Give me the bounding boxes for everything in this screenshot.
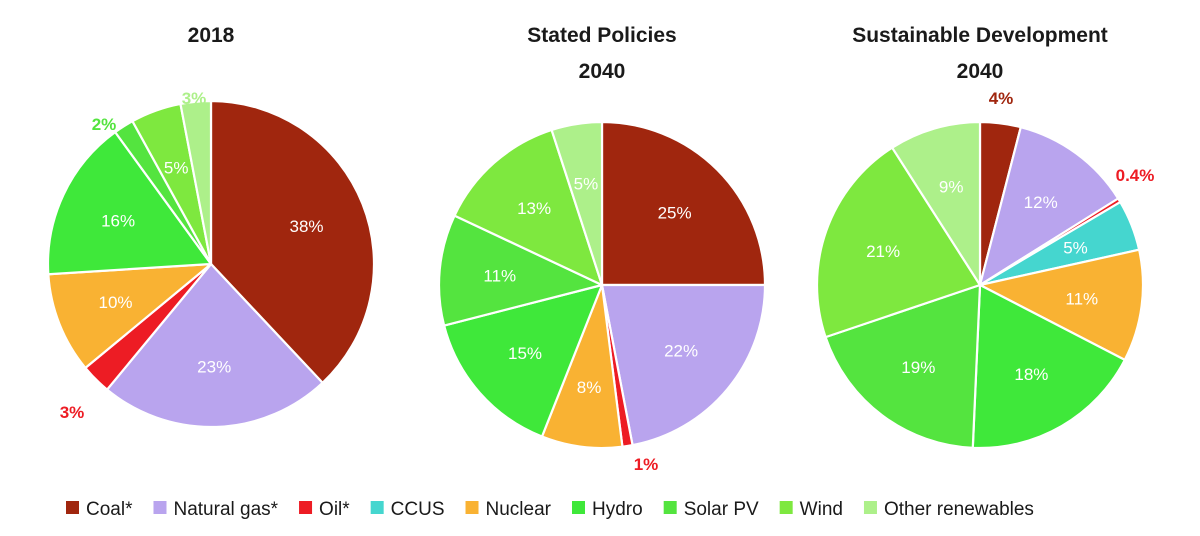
slice-value-label-outside: 3% bbox=[60, 403, 85, 422]
pie-slice-other-renewables bbox=[550, 120, 604, 287]
legend-swatch bbox=[572, 501, 585, 514]
slice-value-label-outside: 1% bbox=[634, 455, 659, 474]
pie-slice-other-renewables bbox=[891, 120, 982, 287]
chart-title: 2040 bbox=[579, 60, 626, 83]
legend-label: Hydro bbox=[592, 499, 643, 520]
pie-slice-coal bbox=[600, 120, 767, 287]
slice-value-label: 5% bbox=[164, 158, 189, 177]
legend-item-ccus: CCUS bbox=[370, 499, 445, 520]
pie-chart-1: 2018 38% 23% 3% 10% 16% 2% 5% 3% bbox=[46, 24, 376, 429]
slice-value-label: 13% bbox=[517, 199, 551, 218]
slice-value-label: 21% bbox=[866, 242, 900, 261]
pie-slice-natural-gas bbox=[106, 262, 324, 429]
slice-value-label: 5% bbox=[1063, 238, 1088, 257]
pie-slice-nuclear bbox=[47, 262, 213, 369]
legend-swatch bbox=[153, 501, 167, 514]
chart-title: 2040 bbox=[957, 60, 1004, 83]
legend-swatch bbox=[779, 501, 793, 514]
chart-title: 2018 bbox=[188, 24, 235, 47]
slice-value-label: 38% bbox=[289, 217, 323, 236]
slice-value-label: 12% bbox=[1024, 193, 1058, 212]
legend-swatch bbox=[863, 501, 877, 514]
slice-value-label: 19% bbox=[901, 358, 935, 377]
slice-value-label: 8% bbox=[577, 378, 602, 397]
legend-item-oil: Oil* bbox=[299, 499, 350, 520]
slice-value-label: 23% bbox=[197, 358, 231, 377]
pie-slice-solar-pv bbox=[437, 214, 604, 327]
pie-slice-hydro bbox=[46, 131, 213, 276]
legend-label: Wind bbox=[800, 499, 843, 520]
pie-slice-hydro bbox=[971, 283, 1126, 450]
slice-value-label: 16% bbox=[101, 211, 135, 230]
pie-slice-wind bbox=[815, 146, 982, 339]
slice-value-label: 5% bbox=[574, 175, 599, 194]
legend-label: CCUS bbox=[391, 499, 445, 520]
legend: Coal* Natural gas* Oil* CCUS Nuclear Hydro Sol… bbox=[66, 499, 1034, 520]
legend-item-other-renewables: Other renewables bbox=[863, 499, 1034, 520]
slice-value-label-outside: 4% bbox=[989, 89, 1014, 108]
legend-label: Coal* bbox=[86, 499, 133, 520]
pie-slice-nuclear bbox=[978, 248, 1145, 361]
legend-swatch bbox=[663, 501, 677, 514]
legend-label: Natural gas* bbox=[173, 499, 278, 520]
pie-slice-coal bbox=[209, 99, 376, 384]
legend-item-nuclear: Nuclear bbox=[465, 499, 552, 520]
pie-slice-solar-pv bbox=[824, 283, 982, 449]
legend-label: Other renewables bbox=[884, 499, 1034, 520]
slice-value-label: 25% bbox=[658, 203, 692, 222]
legend-swatch bbox=[370, 501, 384, 514]
chart-title: Sustainable Development bbox=[852, 24, 1108, 47]
legend-label: Solar PV bbox=[684, 499, 759, 520]
slice-value-label: 18% bbox=[1014, 365, 1048, 384]
legend-label: Oil* bbox=[319, 499, 350, 520]
slice-value-label-outside: 3% bbox=[182, 89, 207, 108]
slice-value-label: 15% bbox=[508, 344, 542, 363]
slice-value-label: 11% bbox=[483, 266, 516, 285]
pie-slice-hydro bbox=[443, 283, 604, 438]
pie-chart-2: Stated Policies 2040 25% 22% 1% 8% 15% 11% 13% 5% bbox=[437, 24, 767, 474]
slice-value-label-outside: 0.4% bbox=[1116, 166, 1155, 185]
slice-value-label: 9% bbox=[939, 177, 964, 196]
pie-slice-natural-gas bbox=[600, 283, 767, 447]
legend-label: Nuclear bbox=[486, 499, 552, 520]
slice-value-label: 10% bbox=[98, 293, 132, 312]
pie-slice-wind bbox=[453, 128, 604, 287]
legend-swatch bbox=[299, 501, 313, 514]
legend-item-wind: Wind bbox=[779, 499, 843, 520]
slice-value-label: 22% bbox=[664, 342, 698, 361]
pie-slice-natural-gas bbox=[978, 126, 1120, 287]
legend-item-hydro: Hydro bbox=[572, 499, 643, 520]
charts-group: 2018 38% 23% 3% 10% 16% 2% 5% 3% Stated Policies 2… bbox=[46, 24, 1155, 474]
legend-item-solar-pv: Solar PV bbox=[663, 499, 759, 520]
legend-swatch bbox=[66, 501, 79, 514]
slice-value-label-outside: 2% bbox=[92, 115, 117, 134]
legend-item-coal: Coal* bbox=[66, 499, 133, 520]
pie-chart-3: Sustainable Development 2040 4% 12% 0.4% 5% 11… bbox=[815, 24, 1155, 450]
chart-title: Stated Policies bbox=[527, 24, 676, 47]
slice-value-label: 11% bbox=[1065, 289, 1098, 308]
pie-slice-other-renewables bbox=[179, 99, 213, 266]
legend-swatch bbox=[465, 501, 479, 514]
legend-item-natural-gas: Natural gas* bbox=[153, 499, 279, 520]
